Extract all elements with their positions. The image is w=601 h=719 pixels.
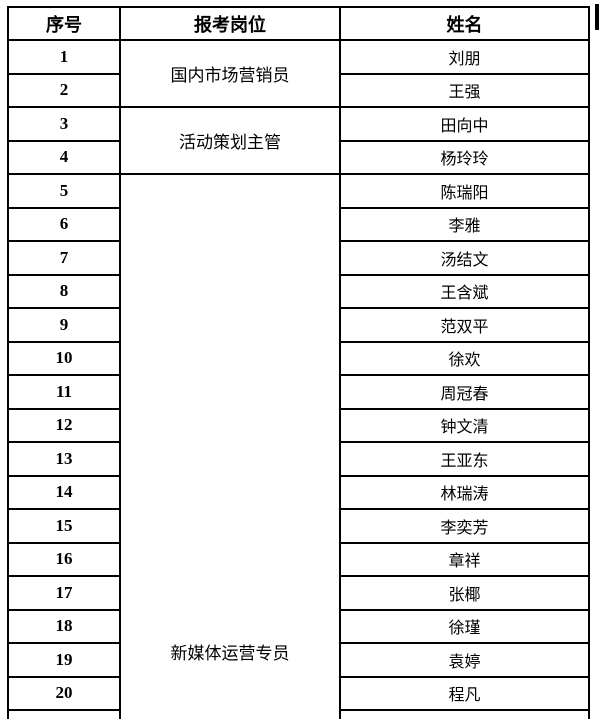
serial-number-cell: 8 <box>7 273 121 309</box>
name-cell: 陈瑞阳 <box>339 173 590 209</box>
name-cell: 王亚东 <box>339 441 590 477</box>
name-cell: 钟文清 <box>339 407 590 443</box>
serial-number-cell: 3 <box>7 106 121 142</box>
name-cell: 王含斌 <box>339 273 590 309</box>
serial-number-cell: 5 <box>7 173 121 209</box>
position-cell-group2: 活动策划主管 <box>119 106 341 175</box>
name-cell: 袁婷 <box>339 642 590 678</box>
name-cell: 张椰 <box>339 575 590 611</box>
table-row: 1 国内市场营销员 刘朋 <box>7 39 590 108</box>
name-cell: 杨玲玲 <box>339 139 590 175</box>
table-row: 16 章祥 <box>7 541 590 577</box>
name-cell: 徐欢 <box>339 340 590 376</box>
serial-number-cell: 19 <box>7 642 121 678</box>
table-row: 19 袁婷 <box>7 642 590 678</box>
table-row: 4 杨玲玲 <box>7 139 590 175</box>
serial-number-cell: 14 <box>7 474 121 510</box>
table-row: 6 李雅 <box>7 206 590 242</box>
serial-number-cell: 16 <box>7 541 121 577</box>
serial-number-cell: 6 <box>7 206 121 242</box>
name-cell: 徐瑾 <box>339 608 590 644</box>
column-header-name: 姓名 <box>339 6 590 41</box>
position-cell-group1: 国内市场营销员 <box>119 39 341 108</box>
name-cell: 汤结文 <box>339 240 590 276</box>
serial-number-cell: 4 <box>7 139 121 175</box>
serial-number-cell: 11 <box>7 374 121 410</box>
table-row: 10 徐欢 <box>7 340 590 376</box>
table-row: 2 王强 <box>7 72 590 108</box>
table-row: 12 钟文清 <box>7 407 590 443</box>
column-header-serial-number: 序号 <box>7 6 121 41</box>
name-cell: 程凡 <box>339 675 590 711</box>
table-row: 13 王亚东 <box>7 441 590 477</box>
serial-number-cell: 20 <box>7 675 121 711</box>
name-cell: 周冠春 <box>339 374 590 410</box>
serial-number-cell: 18 <box>7 608 121 644</box>
text-cursor-artifact <box>595 4 599 30</box>
table-row: 11 周冠春 <box>7 374 590 410</box>
serial-number-cell: 2 <box>7 72 121 108</box>
name-cell: 李雅 <box>339 206 590 242</box>
header-row: 序号 报考岗位 姓名 <box>7 6 590 41</box>
serial-number-cell: 13 <box>7 441 121 477</box>
applicant-roster-table-wrap: 序号 报考岗位 姓名 1 国内市场营销员 刘朋 2 王强 3 活动策划主管 <box>7 6 590 719</box>
name-cell: 刘朋 <box>339 39 590 75</box>
serial-number-cell: 12 <box>7 407 121 443</box>
name-cell: 章祥 <box>339 541 590 577</box>
table-row: 5 新媒体运营专员 陈瑞阳 <box>7 173 590 719</box>
table-row: 3 活动策划主管 田向中 <box>7 106 590 175</box>
position-cell-group3: 新媒体运营专员 <box>119 173 341 719</box>
table-row: 9 范双平 <box>7 307 590 343</box>
table-row: 15 李奕芳 <box>7 508 590 544</box>
name-cell: 王强 <box>339 72 590 108</box>
applicant-roster-table: 序号 报考岗位 姓名 1 国内市场营销员 刘朋 2 王强 3 活动策划主管 <box>7 6 590 719</box>
serial-number-cell-partial <box>7 709 121 719</box>
name-cell: 田向中 <box>339 106 590 142</box>
serial-number-cell: 10 <box>7 340 121 376</box>
column-header-position: 报考岗位 <box>119 6 341 41</box>
serial-number-cell: 15 <box>7 508 121 544</box>
table-row: 18 徐瑾 <box>7 608 590 644</box>
table-row-partial <box>7 709 590 719</box>
serial-number-cell: 1 <box>7 39 121 75</box>
serial-number-cell: 17 <box>7 575 121 611</box>
name-cell: 林瑞涛 <box>339 474 590 510</box>
table-row: 8 王含斌 <box>7 273 590 309</box>
table-row: 7 汤结文 <box>7 240 590 276</box>
position-label-group3: 新媒体运营专员 <box>170 643 290 663</box>
table-row: 14 林瑞涛 <box>7 474 590 510</box>
serial-number-cell: 9 <box>7 307 121 343</box>
table-row: 17 张椰 <box>7 575 590 611</box>
name-cell: 范双平 <box>339 307 590 343</box>
serial-number-cell: 7 <box>7 240 121 276</box>
table-row: 20 程凡 <box>7 675 590 711</box>
name-cell: 李奕芳 <box>339 508 590 544</box>
name-cell-partial <box>339 709 590 719</box>
